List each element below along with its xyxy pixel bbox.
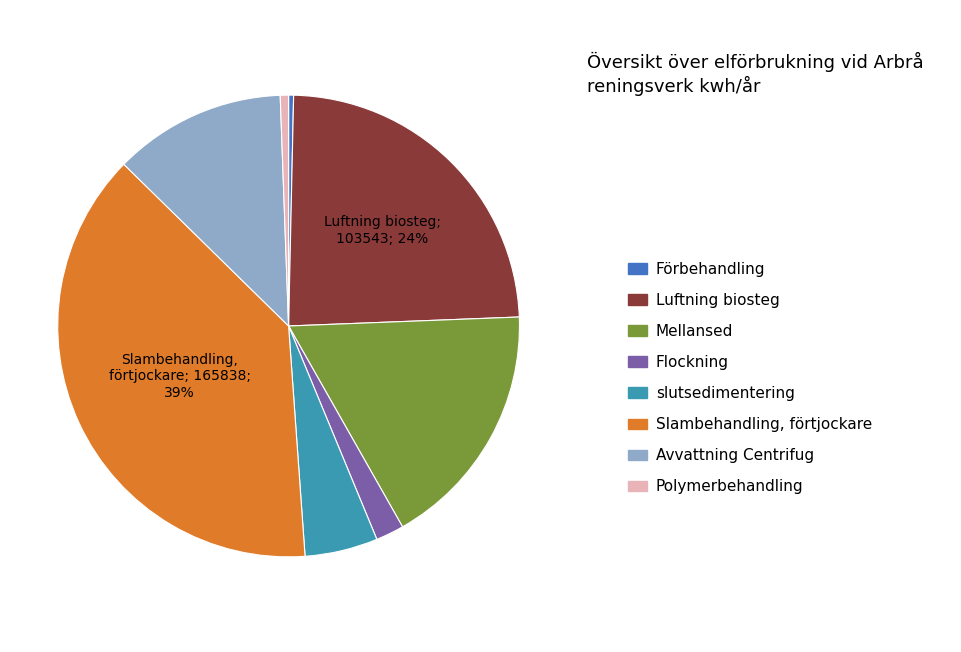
- Wedge shape: [58, 164, 305, 557]
- Wedge shape: [288, 317, 519, 527]
- Wedge shape: [288, 326, 377, 556]
- Legend: Förbehandling, Luftning biosteg, Mellansed, Flockning, slutsedimentering, Slambe: Förbehandling, Luftning biosteg, Mellans…: [622, 256, 877, 501]
- Text: Luftning biosteg;
103543; 24%: Luftning biosteg; 103543; 24%: [324, 215, 440, 246]
- Text: Slambehandling,
förtjockare; 165838;
39%: Slambehandling, förtjockare; 165838; 39%: [109, 353, 251, 400]
- Wedge shape: [280, 95, 288, 326]
- Wedge shape: [288, 326, 402, 539]
- Wedge shape: [288, 95, 519, 326]
- Text: Översikt över elförbrukning vid Arbrå
reningsverk kwh/år: Översikt över elförbrukning vid Arbrå re…: [586, 52, 923, 96]
- Wedge shape: [124, 95, 288, 326]
- Wedge shape: [288, 95, 293, 326]
